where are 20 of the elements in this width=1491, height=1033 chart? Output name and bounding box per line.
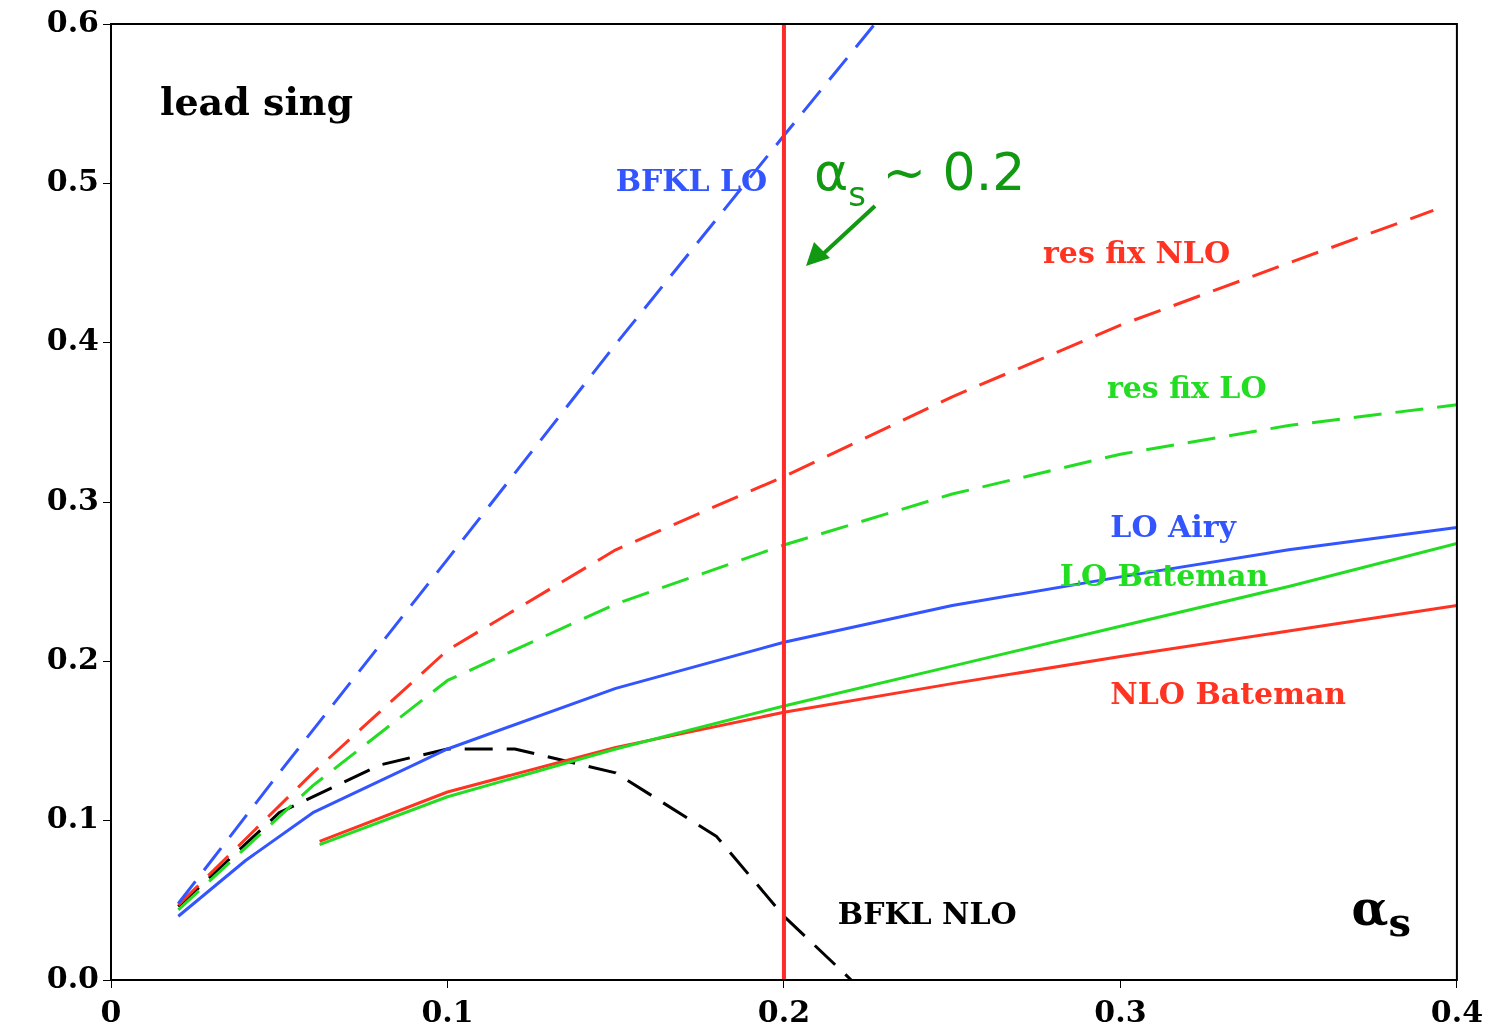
series-label: BFKL NLO (837, 896, 1017, 932)
x-axis-title: α$_{s}$ (1351, 880, 1411, 945)
series-label: NLO Bateman (1110, 676, 1347, 712)
y-tick-label: 0.3 (46, 481, 99, 517)
x-tick-label: 0.2 (757, 993, 811, 1029)
x-tick-label: 0.1 (421, 993, 474, 1029)
annotation: lead sing (160, 78, 354, 124)
y-tick-label: 0.4 (46, 322, 99, 358)
y-tick-label: 0.6 (46, 3, 99, 39)
x-tick-label: 0.3 (1094, 993, 1147, 1029)
x-tick-label: 0.4 (1430, 993, 1484, 1029)
y-tick-label: 0.5 (46, 163, 99, 199)
series-label: res fix NLO (1043, 234, 1231, 270)
x-tick-label: 0 (100, 993, 122, 1029)
series-label: res fix LO (1106, 370, 1267, 406)
y-tick-label: 0.1 (46, 800, 99, 836)
series-label: LO Airy (1110, 508, 1238, 544)
y-tick-label: 0.2 (46, 641, 99, 677)
y-tick-label: 0.0 (46, 959, 99, 995)
series-label: BFKL LO (615, 163, 768, 199)
